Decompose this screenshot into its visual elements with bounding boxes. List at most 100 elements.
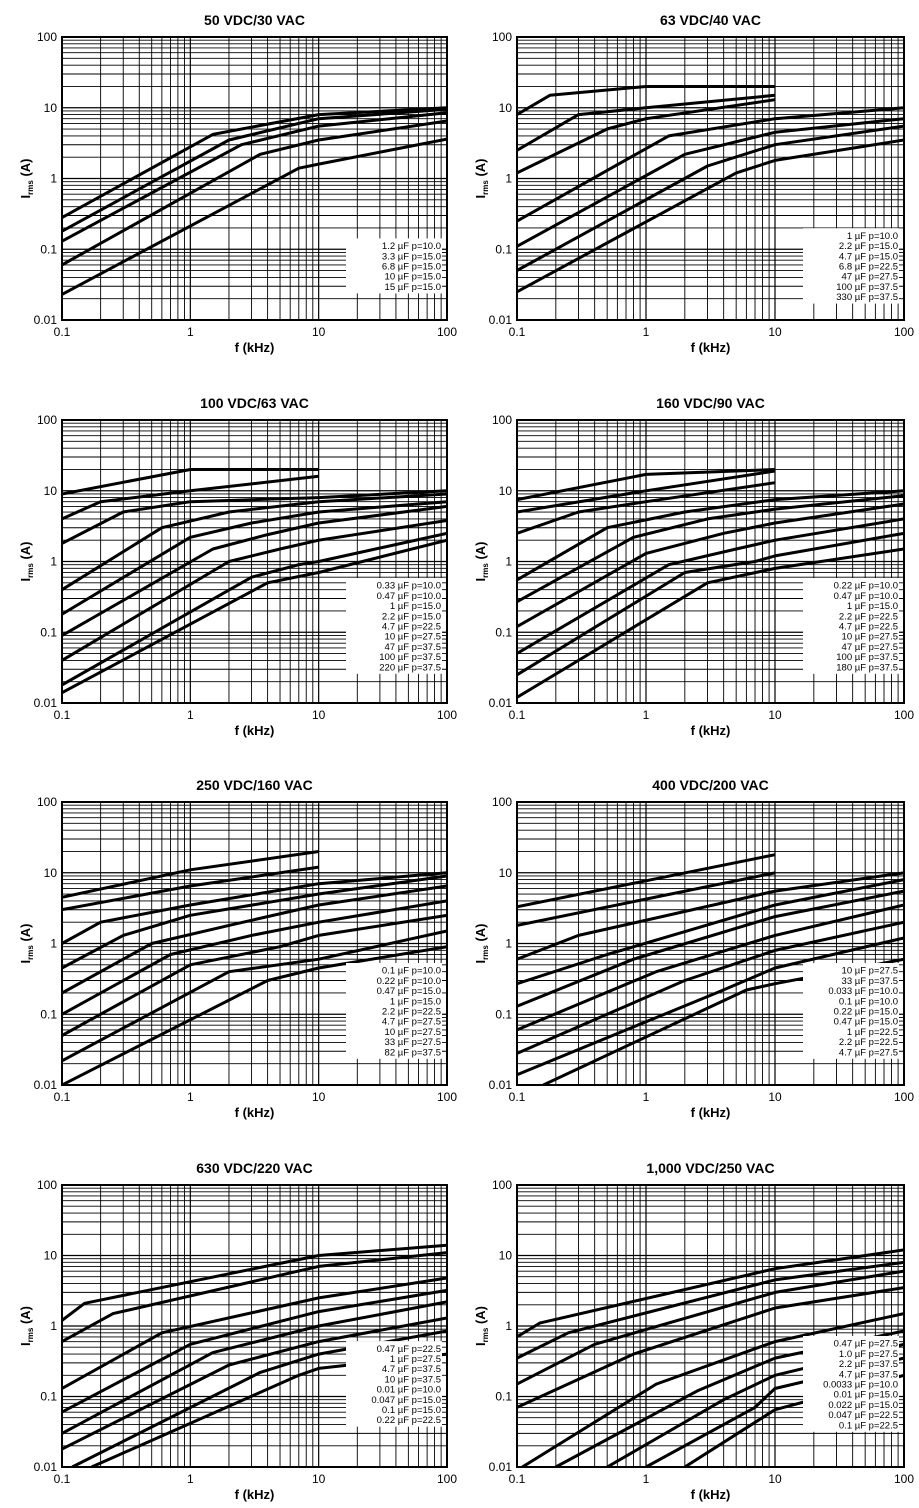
y-tick-label: 0.01 [34,1078,58,1092]
x-axis-label: f (kHz) [235,1105,275,1120]
series-line-4 [517,489,904,582]
legend: 1 µF p=10.02.2 µF p=15.04.7 µF p=15.06.8… [803,228,899,304]
x-tick-label: 0.1 [54,325,71,339]
legend-entry: 100 µF p=37.5 [836,652,898,663]
legend-background [803,1336,899,1432]
legend-background [346,1341,442,1427]
y-tick-label: 1 [50,555,57,569]
series-line-6 [517,124,904,272]
series-line-7 [517,920,904,1055]
legend-background [803,228,899,304]
x-axis-label: f (kHz) [235,340,275,355]
series-line-4 [62,492,447,591]
legend: 0.33 µF p=10.00.47 µF p=10.01 µF p=15.02… [346,578,442,674]
y-tick-label: 10 [44,484,58,498]
legend-background [803,963,899,1059]
legend-entry: 0.01 µF p=10.0 [377,1385,441,1396]
legend-entry: 0.033 µF p=10.0 [828,986,898,997]
series-line-5 [517,117,904,248]
legend-entry: 10 µF p=27.5 [842,632,898,643]
x-axis-label: f (kHz) [691,1105,731,1120]
series-line-8 [517,531,904,677]
legend-entry: 220 µF p=37.5 [379,662,441,673]
plot-frame [516,801,905,1086]
legend: 0.22 µF p=10.00.47 µF p=10.01 µF p=15.02… [803,578,899,674]
plot-frame [516,1184,905,1468]
y-tick-label: 0.1 [495,242,512,256]
x-tick-label: 0.1 [54,1472,71,1486]
plot-frame [61,36,448,321]
legend-entry: 6.8 µF p=22.5 [839,262,898,273]
series-line-7 [62,519,447,662]
legend-entry: 330 µF p=37.5 [836,292,898,303]
series-line-2 [517,1260,904,1360]
legend-entry: 4.7 µF p=37.5 [382,1364,441,1375]
legend-entry: 4.7 µF p=27.5 [382,1017,441,1028]
legend-entry: 0.47 µF p=15.0 [377,986,441,997]
x-tick-label: 100 [437,708,457,722]
legend-entry: 47 µF p=27.5 [842,642,898,653]
x-axis-label: f (kHz) [235,723,275,738]
y-tick-label: 0.01 [489,1078,513,1092]
series-line-9 [62,945,447,1085]
y-tick-label: 0.1 [495,1007,512,1021]
series-line-2 [517,93,776,152]
series-group [517,1248,904,1467]
y-tick-label: 10 [499,484,513,498]
y-axis-label: Irms (A) [18,1306,35,1346]
series-line-3 [62,489,447,545]
series-line-2 [62,1251,447,1343]
chart-title: 1,000 VDC/250 VAC [646,1160,774,1176]
legend-entry: 0.33 µF p=10.0 [377,581,441,592]
legend-entry: 6.8 µF p=15.0 [382,262,441,273]
legend-entry: 4.7 µF p=27.5 [839,1047,898,1058]
legend-entry: 33 µF p=37.5 [842,976,898,987]
y-tick-label: 1 [505,172,512,186]
x-tick-label: 100 [894,1090,914,1104]
series-line-5 [62,884,447,995]
series-line-4 [517,1286,904,1409]
series-group [517,85,904,294]
series-line-4 [62,874,447,970]
legend-entry: 0.047 µF p=15.0 [371,1395,441,1406]
series-group [62,850,447,1085]
legend-entry: 3.3 µF p=15.0 [382,251,441,262]
legend: 10 µF p=27.533 µF p=37.50.033 µF p=10.00… [803,963,899,1059]
x-tick-label: 1 [643,708,650,722]
x-tick-label: 10 [312,325,326,339]
plot-frame [61,419,448,704]
chart-title: 50 VDC/30 VAC [204,12,305,28]
series-line-5 [62,137,447,296]
y-tick-label: 10 [44,1249,58,1263]
series-line-9 [517,547,904,699]
legend: 0.1 µF p=10.00.22 µF p=10.00.47 µF p=15.… [346,963,442,1059]
legend-entry: 15 µF p=15.0 [385,282,441,293]
series-line-5 [521,1312,904,1467]
legend-entry: 2.2 µF p=15.0 [839,241,898,252]
legend-entry: 10 µF p=15.0 [385,272,441,283]
x-tick-label: 10 [312,1472,326,1486]
legend-entry: 1 µF p=15.0 [847,601,898,612]
legend-entry: 0.47 µF p=27.5 [834,1339,898,1350]
x-tick-label: 1 [643,1090,650,1104]
legend-entry: 1 µF p=22.5 [847,1027,898,1038]
y-axis-label: Irms (A) [18,159,35,199]
series-line-5 [517,889,904,1008]
x-tick-label: 100 [894,325,914,339]
series-line-9 [62,538,447,695]
series-line-6 [62,504,447,637]
legend-entry: 0.1 µF p=15.0 [382,1405,441,1416]
series-line-1 [517,85,775,116]
x-axis-label: f (kHz) [235,1487,275,1502]
series-line-3 [62,111,447,243]
x-tick-label: 10 [312,708,326,722]
y-tick-label: 100 [492,795,512,809]
y-tick-label: 0.1 [40,1390,57,1404]
x-tick-label: 0.1 [509,708,526,722]
y-tick-label: 100 [492,413,512,427]
y-axis-label: Irms (A) [18,542,35,582]
legend-entry: 4.7 µF p=22.5 [839,622,898,633]
legend-background [346,963,442,1059]
